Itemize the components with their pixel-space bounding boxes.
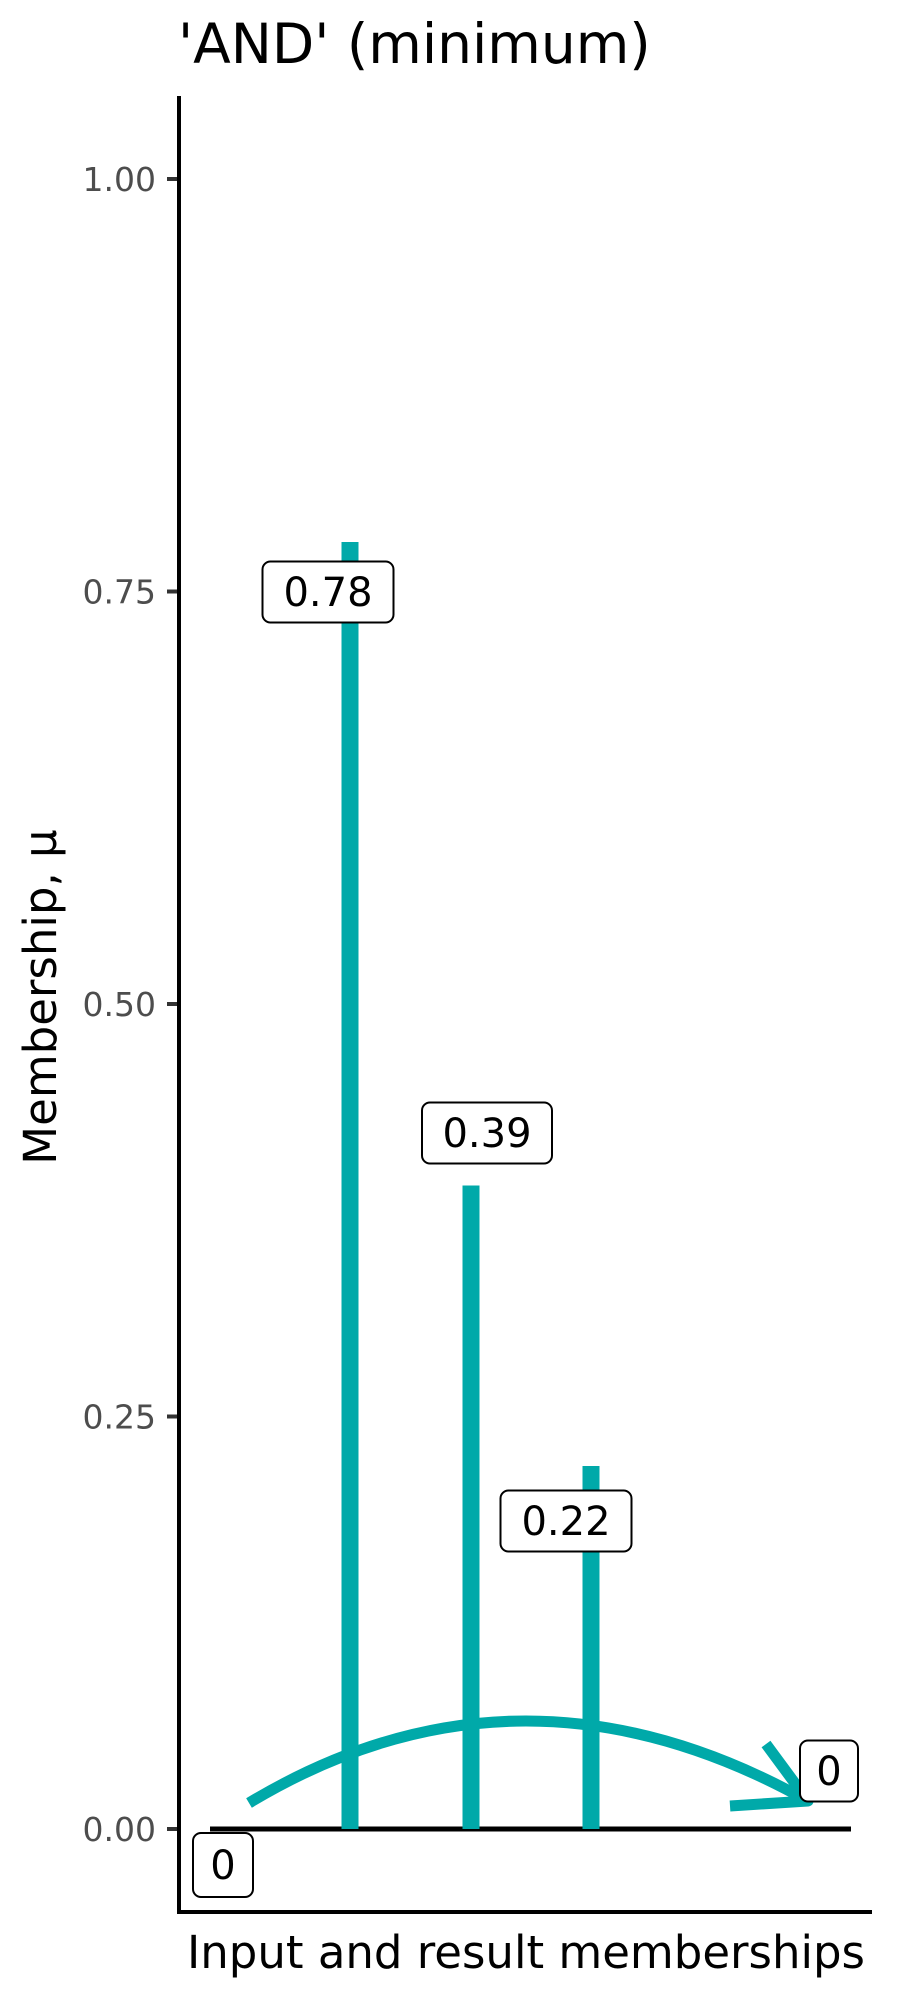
y-tick-label: 0.00 bbox=[83, 1810, 156, 1849]
data-labels: 0.78 0.39 0.22 0 0 bbox=[192, 560, 859, 1898]
data-label-text: 0 bbox=[816, 1749, 841, 1795]
x-axis-title: Input and result memberships bbox=[187, 1926, 865, 1979]
data-label-box bbox=[799, 1739, 859, 1803]
y-tick-label: 0.75 bbox=[83, 573, 156, 612]
data-label-box bbox=[421, 1101, 553, 1165]
data-label: 0.39 bbox=[421, 1101, 553, 1165]
data-label: 0.78 bbox=[261, 560, 395, 624]
y-axis-ticks: 0.00 0.25 0.50 0.75 1.00 bbox=[83, 160, 179, 1849]
y-axis-title: Membership, μ bbox=[14, 829, 67, 1164]
data-label: 0.22 bbox=[499, 1489, 633, 1553]
plot-marks bbox=[210, 542, 851, 1832]
data-label: 0 bbox=[192, 1832, 254, 1898]
data-label-text: 0.39 bbox=[442, 1111, 531, 1157]
data-label-text: 0.22 bbox=[521, 1499, 610, 1545]
data-label-text: 0 bbox=[210, 1843, 235, 1889]
y-tick-label: 0.50 bbox=[83, 985, 156, 1024]
data-label-box bbox=[499, 1489, 633, 1553]
data-label-text: 0.78 bbox=[283, 570, 372, 616]
curved-arrow bbox=[246, 1715, 811, 1808]
y-tick-label: 0.25 bbox=[83, 1398, 156, 1437]
y-tick-label: 1.00 bbox=[83, 160, 156, 199]
data-label-box bbox=[192, 1832, 254, 1898]
chart-title: 'AND' (minimum) bbox=[178, 12, 651, 76]
data-label-box bbox=[261, 560, 395, 624]
data-label: 0 bbox=[799, 1739, 859, 1803]
